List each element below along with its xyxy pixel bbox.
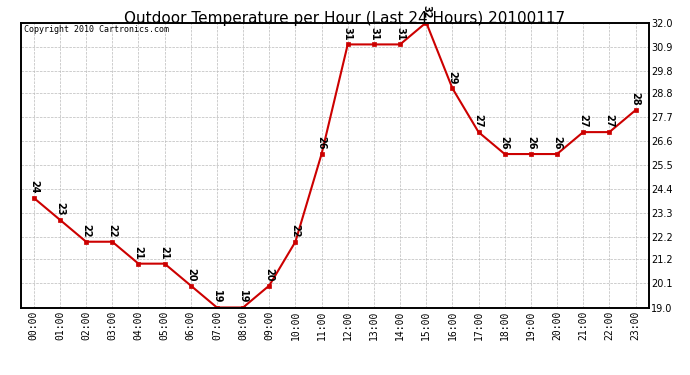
Text: 26: 26	[552, 136, 562, 150]
Text: 21: 21	[133, 246, 144, 259]
Text: 20: 20	[264, 268, 274, 281]
Text: 28: 28	[631, 92, 640, 106]
Text: 20: 20	[186, 268, 196, 281]
Text: 31: 31	[395, 27, 405, 40]
Text: 26: 26	[500, 136, 510, 150]
Text: 23: 23	[55, 202, 65, 216]
Text: 32: 32	[421, 5, 431, 18]
Text: 31: 31	[343, 27, 353, 40]
Text: 24: 24	[29, 180, 39, 194]
Text: 27: 27	[473, 114, 484, 128]
Text: Copyright 2010 Cartronics.com: Copyright 2010 Cartronics.com	[24, 26, 169, 34]
Text: 26: 26	[526, 136, 536, 150]
Text: 22: 22	[290, 224, 300, 238]
Text: Outdoor Temperature per Hour (Last 24 Hours) 20100117: Outdoor Temperature per Hour (Last 24 Ho…	[124, 11, 566, 26]
Text: 29: 29	[447, 70, 457, 84]
Text: 22: 22	[107, 224, 117, 238]
Text: 21: 21	[159, 246, 170, 259]
Text: 19: 19	[212, 290, 222, 303]
Text: 27: 27	[578, 114, 588, 128]
Text: 31: 31	[369, 27, 379, 40]
Text: 22: 22	[81, 224, 91, 238]
Text: 27: 27	[604, 114, 614, 128]
Text: 26: 26	[317, 136, 326, 150]
Text: 19: 19	[238, 290, 248, 303]
